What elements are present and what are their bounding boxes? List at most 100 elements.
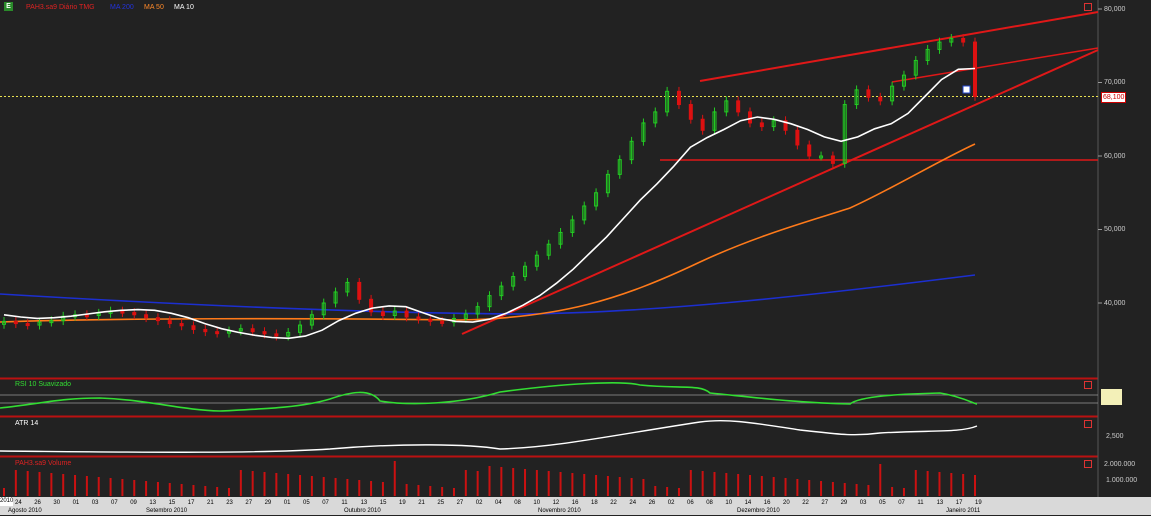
volume-bar [488, 466, 491, 496]
date-tick: 17 [955, 500, 963, 506]
volume-tick: 2.000.000 [1104, 461, 1136, 468]
candle-body [546, 243, 551, 256]
volume-bar [239, 470, 242, 496]
series-label[interactable]: PAH3.sa9 Diário TMG [26, 4, 95, 11]
price-tick: 70,000 [1104, 79, 1126, 86]
volume-bar [879, 464, 882, 496]
date-tick: 07 [322, 500, 329, 506]
candle-body [819, 155, 824, 159]
volume-bar [370, 481, 373, 496]
month-label: Setembro 2010 [146, 508, 188, 514]
price-tick: 60,000 [1104, 153, 1126, 160]
date-tick: 16 [571, 500, 579, 506]
date-tick: 19 [399, 500, 406, 506]
current-price-badge: 68,100 [1101, 92, 1127, 103]
volume-bar [547, 471, 550, 496]
alert-marker-icon [962, 85, 971, 94]
trendline-lower [461, 49, 1099, 335]
candle-body [215, 331, 220, 335]
candle-body [807, 144, 812, 157]
volume-bar [902, 488, 905, 496]
volume-bar [322, 477, 325, 496]
candle-body [392, 310, 397, 316]
candle-body [688, 104, 693, 120]
candle-body [238, 328, 243, 332]
volume-bar [38, 472, 41, 496]
volume-bar [500, 467, 503, 496]
volume-bar [168, 483, 171, 496]
date-tick: 09 [130, 500, 137, 506]
price-tick: 40,000 [1104, 300, 1126, 307]
candle-body [558, 231, 563, 245]
candle-body [866, 89, 871, 98]
atr-panel-close-icon[interactable] [1084, 420, 1092, 428]
candle-body [440, 320, 445, 324]
date-tick: 08 [514, 500, 521, 506]
date-tick: 15 [168, 500, 176, 506]
ma-10-label[interactable]: MA 10 [174, 4, 194, 11]
date-tick: 11 [341, 500, 348, 506]
candle-body [961, 37, 966, 43]
rsi-panel-close-icon[interactable] [1084, 381, 1092, 389]
volume-bar [926, 471, 929, 496]
atr-panel-title[interactable]: ATR 14 [15, 420, 39, 427]
volume-bar [512, 468, 515, 496]
candle-body [949, 37, 954, 43]
candle-body [144, 314, 149, 319]
candle-body [167, 320, 172, 325]
candle-body [523, 265, 528, 278]
month-label: Janeiro 2011 [946, 508, 981, 514]
volume-bar [216, 487, 219, 496]
candle-body [404, 310, 409, 318]
date-tick: 24 [15, 500, 22, 506]
ma-200-label[interactable]: MA 200 [110, 4, 134, 11]
date-tick: 13 [149, 500, 157, 506]
date-tick: 06 [687, 500, 694, 506]
price-panel-close-icon[interactable] [1084, 3, 1092, 11]
app-logo-icon[interactable]: E [4, 2, 13, 11]
volume-bar [606, 476, 609, 496]
volume-bar [393, 461, 396, 496]
volume-bar [74, 475, 77, 496]
volume-bar [760, 476, 763, 496]
volume-bar [405, 484, 408, 496]
candle-body [700, 118, 705, 131]
candle-body [357, 281, 362, 300]
volume-bar [891, 487, 894, 496]
date-tick: 08 [706, 500, 713, 506]
volume-bar [666, 487, 669, 496]
date-tick: 20 [783, 500, 790, 506]
volume-bar [843, 483, 846, 496]
ma-50-label[interactable]: MA 50 [144, 4, 164, 11]
volume-bar [50, 473, 53, 496]
date-tick: 27 [245, 500, 253, 506]
volume-bar [180, 484, 183, 496]
ma-200-line [0, 274, 976, 315]
candle-body [2, 320, 6, 325]
volume-bar [251, 471, 254, 496]
volume-bar [713, 472, 716, 496]
date-tick: 25 [437, 500, 445, 506]
volume-bar [701, 471, 704, 496]
volume-panel-close-icon[interactable] [1084, 460, 1092, 468]
volume-tick: 1.000.000 [1106, 477, 1138, 484]
volume-panel-title[interactable]: PAH3.sa9 Volume [15, 460, 72, 467]
volume-bar [133, 480, 136, 496]
rsi-panel-title[interactable]: RSI 10 Suavizado [15, 381, 72, 388]
candle-body [582, 205, 587, 221]
candle-body [617, 159, 622, 175]
date-tick: 19 [975, 500, 982, 506]
volume-bar [227, 488, 230, 496]
date-tick: 07 [111, 500, 118, 506]
candle-body [298, 324, 303, 333]
volume-bar [535, 470, 538, 496]
volume-bar [677, 488, 680, 496]
candle-body [736, 100, 741, 113]
candle-body [534, 254, 539, 267]
volume-bar [464, 470, 467, 496]
rsi-value-badge [1101, 389, 1122, 405]
date-tick: 12 [552, 500, 560, 506]
volume-bar [855, 484, 858, 496]
candle-body [783, 120, 788, 131]
